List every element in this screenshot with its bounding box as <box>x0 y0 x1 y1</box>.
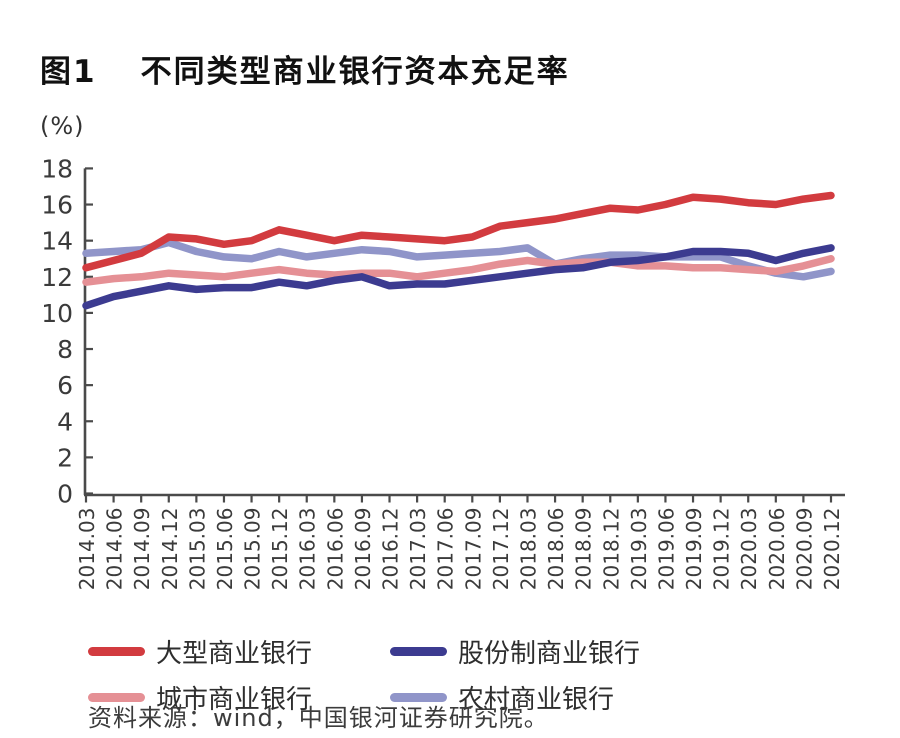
svg-text:2019.03: 2019.03 <box>627 508 651 591</box>
legend-swatch-icon <box>88 693 145 702</box>
figure-tag: 图1 <box>40 54 97 90</box>
svg-text:10: 10 <box>41 299 73 328</box>
svg-text:6: 6 <box>57 371 73 400</box>
svg-text:2016.03: 2016.03 <box>296 508 320 591</box>
svg-text:2017.06: 2017.06 <box>434 508 458 591</box>
svg-text:2014.12: 2014.12 <box>158 508 182 591</box>
svg-text:2015.03: 2015.03 <box>185 508 209 591</box>
svg-text:8: 8 <box>57 335 73 364</box>
y-axis-unit-label: (%) <box>40 112 85 140</box>
source-note: 资料来源：wind，中国银河证券研究院。 <box>88 704 549 732</box>
svg-text:2016.09: 2016.09 <box>351 508 375 591</box>
svg-text:2019.06: 2019.06 <box>654 508 678 591</box>
legend-item-large-banks: 大型商业银行 <box>88 633 390 670</box>
legend-swatch-icon <box>390 647 447 656</box>
legend-label: 股份制商业银行 <box>458 639 641 669</box>
svg-text:2015.12: 2015.12 <box>268 508 292 591</box>
svg-text:16: 16 <box>41 191 73 220</box>
figure-title: 不同类型商业银行资本充足率 <box>140 54 570 90</box>
svg-text:4: 4 <box>57 407 73 436</box>
svg-text:2015.06: 2015.06 <box>213 508 237 591</box>
svg-text:2015.09: 2015.09 <box>241 508 265 591</box>
svg-text:2016.06: 2016.06 <box>323 508 347 591</box>
legend-item-city-banks: 城市商业银行 <box>88 679 390 716</box>
svg-text:2018.06: 2018.06 <box>544 508 568 591</box>
series-line-0 <box>82 191 835 272</box>
legend-label: 城市商业银行 <box>156 685 313 715</box>
svg-text:2018.09: 2018.09 <box>572 508 596 591</box>
svg-text:2018.12: 2018.12 <box>599 508 623 591</box>
svg-text:0: 0 <box>57 480 73 509</box>
svg-text:2020.03: 2020.03 <box>737 508 761 591</box>
legend-swatch-icon <box>88 647 145 656</box>
svg-text:2020.06: 2020.06 <box>765 508 789 591</box>
figure-header: 图1 不同类型商业银行资本充足率 <box>40 46 570 91</box>
chart-series-lines <box>82 191 835 310</box>
svg-text:12: 12 <box>41 263 73 292</box>
series-line-2 <box>82 254 835 286</box>
chart-axes <box>83 167 845 503</box>
svg-text:2020.12: 2020.12 <box>820 508 844 591</box>
legend-item-joint-stock-banks: 股份制商业银行 <box>390 633 788 670</box>
svg-text:14: 14 <box>41 227 73 256</box>
svg-text:2019.09: 2019.09 <box>682 508 706 591</box>
svg-text:2019.12: 2019.12 <box>710 508 734 591</box>
svg-text:2017.09: 2017.09 <box>461 507 485 590</box>
svg-text:2: 2 <box>57 443 73 472</box>
y-axis-tick-labels: 0 2 4 6 8 10 12 14 16 18 <box>41 154 73 508</box>
x-axis-tick-labels: 2014.03 2014.06 2014.09 2014.12 2015.03 2015.… <box>75 507 844 590</box>
svg-text:2018.03: 2018.03 <box>516 508 540 591</box>
svg-text:2017.03: 2017.03 <box>406 508 430 591</box>
chart-legend: 大型商业银行 股份制商业银行 城市商业银行 农村商业银行 <box>88 633 788 716</box>
svg-text:2014.06: 2014.06 <box>103 508 127 591</box>
svg-text:18: 18 <box>41 154 73 183</box>
svg-text:2014.03: 2014.03 <box>75 508 99 591</box>
series-line-3 <box>82 238 835 281</box>
svg-text:2020.09: 2020.09 <box>792 508 816 591</box>
legend-label: 农村商业银行 <box>458 685 615 715</box>
svg-text:2017.12: 2017.12 <box>489 508 513 591</box>
legend-label: 大型商业银行 <box>156 639 313 669</box>
series-line-1 <box>82 244 835 310</box>
svg-text:2016.12: 2016.12 <box>379 508 403 591</box>
legend-item-rural-banks: 农村商业银行 <box>390 679 788 716</box>
svg-text:2014.09: 2014.09 <box>130 508 154 591</box>
legend-swatch-icon <box>390 693 447 702</box>
